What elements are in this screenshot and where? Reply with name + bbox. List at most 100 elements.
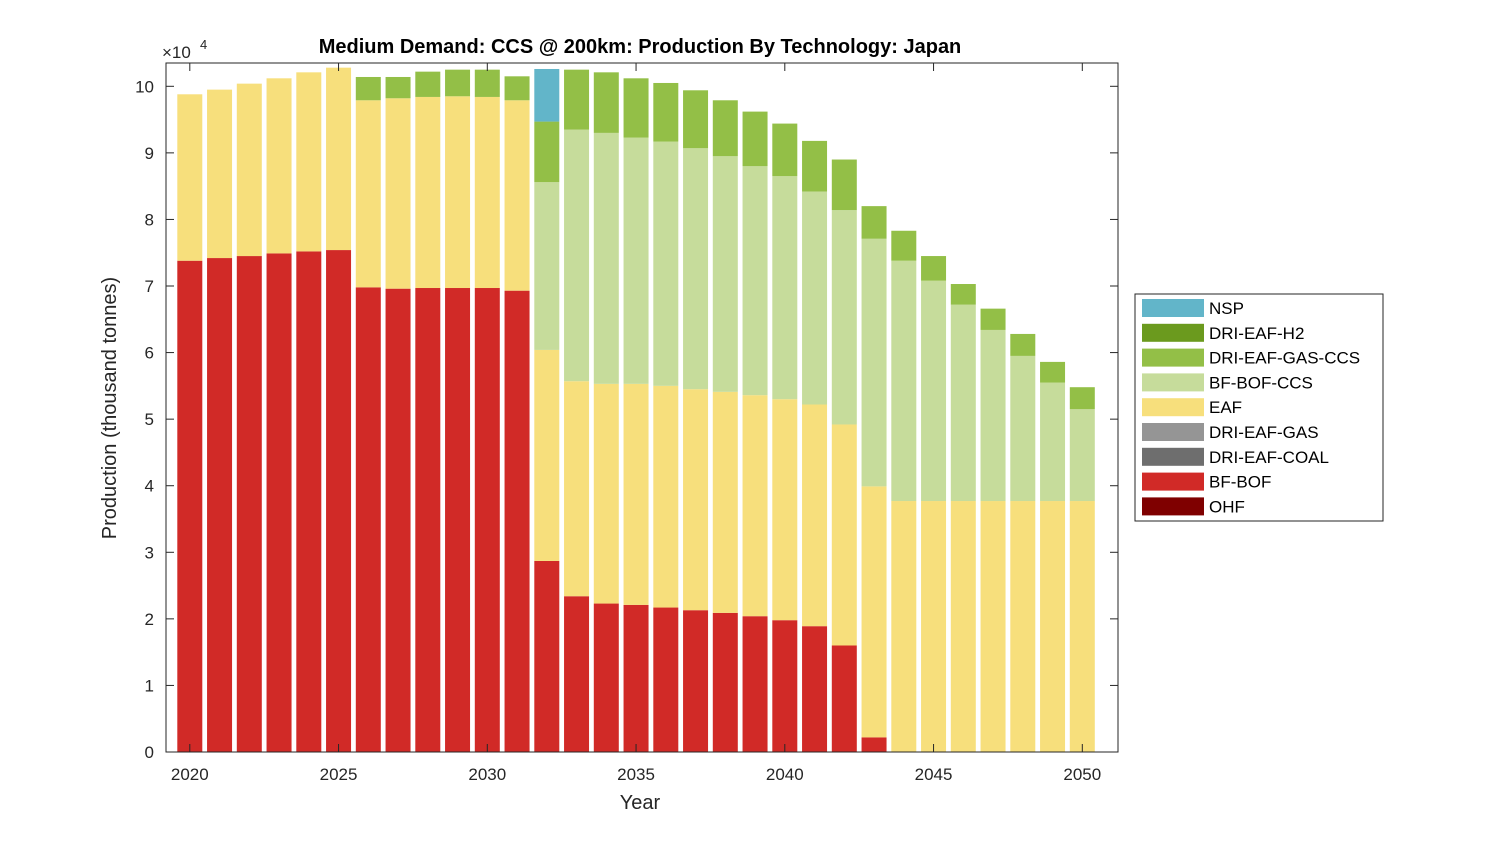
legend-swatch-nsp	[1142, 299, 1204, 317]
bar-dri-eaf-gas-ccs-2043	[861, 206, 887, 239]
bar-dri-eaf-gas-ccs-2037	[683, 90, 709, 149]
bar-bf-bof-ccs-2037	[683, 148, 709, 390]
legend-label-eaf: EAF	[1209, 398, 1242, 417]
bar-eaf-2024	[296, 72, 322, 252]
bar-bf-bof-ccs-2043	[861, 238, 887, 487]
legend-label-dri-eaf-coal: DRI-EAF-COAL	[1209, 448, 1329, 467]
legend-label-dri-eaf-gas: DRI-EAF-GAS	[1209, 423, 1319, 442]
bar-eaf-2038	[712, 391, 738, 613]
bar-dri-eaf-gas-ccs-2032	[534, 121, 560, 183]
bar-eaf-2049	[1040, 501, 1066, 752]
bar-eaf-2027	[385, 98, 411, 289]
legend-swatch-bf-bof-ccs	[1142, 373, 1204, 392]
bar-eaf-2046	[950, 501, 976, 752]
bar-eaf-2030	[474, 96, 500, 289]
axis-ticks	[166, 63, 1118, 753]
bar-bf-bof-2034	[593, 603, 619, 752]
y-tick-label: 8	[145, 210, 154, 229]
bar-eaf-2033	[564, 381, 590, 597]
bar-bf-bof-ccs-2044	[891, 260, 917, 502]
y-tick-label: 4	[145, 477, 154, 496]
bar-eaf-2029	[445, 96, 471, 289]
bar-eaf-2045	[921, 501, 947, 752]
y-exponent-base: ×10	[162, 43, 191, 62]
bar-bf-bof-2023	[266, 253, 292, 752]
legend-swatch-dri-eaf-coal	[1142, 447, 1204, 466]
bar-dri-eaf-gas-ccs-2049	[1040, 361, 1066, 383]
bar-bf-bof-2035	[623, 604, 649, 752]
bar-eaf-2036	[653, 385, 679, 608]
x-tick-labels: 2020 2025 2030 2035 2040 2045 2050	[171, 765, 1101, 784]
y-tick-label: 0	[145, 743, 154, 762]
bar-bf-bof-2022	[236, 256, 262, 752]
bar-eaf-2023	[266, 78, 292, 254]
bar-eaf-2047	[980, 501, 1006, 752]
y-tick-label: 3	[145, 543, 154, 562]
bar-bf-bof-2021	[207, 258, 233, 752]
x-axis-label: Year	[620, 792, 661, 814]
bar-dri-eaf-gas-ccs-2050	[1069, 387, 1095, 410]
legend-swatch-dri-eaf-gas-ccs	[1142, 348, 1204, 367]
bar-bf-bof-ccs-2049	[1040, 382, 1066, 502]
legend-swatch-dri-eaf-h2	[1142, 323, 1204, 342]
bar-dri-eaf-gas-ccs-2040	[772, 123, 798, 177]
bar-eaf-2028	[415, 96, 441, 289]
x-tick-label: 2025	[320, 765, 358, 784]
bar-eaf-2031	[504, 100, 530, 291]
bar-dri-eaf-gas-ccs-2045	[921, 256, 947, 281]
bar-eaf-2040	[772, 399, 798, 621]
bar-bf-bof-ccs-2033	[564, 129, 590, 382]
bar-bf-bof-2024	[296, 251, 322, 752]
bar-dri-eaf-gas-ccs-2041	[802, 140, 828, 192]
bar-eaf-2037	[683, 389, 709, 611]
y-tick-label: 7	[145, 277, 154, 296]
bar-bf-bof-2025	[326, 250, 352, 752]
bar-dri-eaf-gas-ccs-2048	[1010, 333, 1036, 356]
y-tick-label: 9	[145, 144, 154, 163]
legend-label-ohf: OHF	[1209, 497, 1245, 516]
bar-dri-eaf-gas-ccs-2038	[712, 100, 738, 157]
bar-dri-eaf-gas-ccs-2036	[653, 82, 679, 142]
bars-group	[177, 67, 1095, 752]
bar-bf-bof-2026	[355, 287, 381, 752]
x-tick-label: 2035	[617, 765, 655, 784]
bar-bf-bof-2037	[683, 610, 709, 752]
bar-eaf-2025	[326, 67, 352, 251]
y-tick-labels: 0 1 2 3 4 5 6 7 8 9 10	[135, 77, 154, 762]
bar-bf-bof-2042	[831, 645, 857, 752]
bar-dri-eaf-gas-ccs-2039	[742, 111, 768, 167]
bar-bf-bof-2028	[415, 288, 441, 752]
y-tick-label: 6	[145, 344, 154, 363]
bar-eaf-2035	[623, 383, 649, 605]
y-exponent-power: 4	[200, 37, 207, 52]
legend-swatch-dri-eaf-gas	[1142, 423, 1204, 441]
bar-bf-bof-2033	[564, 596, 590, 752]
bar-bf-bof-2020	[177, 260, 203, 752]
bar-eaf-2020	[177, 94, 203, 261]
bar-dri-eaf-gas-ccs-2031	[504, 76, 530, 101]
bar-bf-bof-2036	[653, 607, 679, 752]
bar-bf-bof-ccs-2045	[921, 280, 947, 502]
legend-swatch-bf-bof	[1142, 472, 1204, 491]
bar-dri-eaf-gas-ccs-2047	[980, 308, 1006, 330]
bar-bf-bof-2043	[861, 737, 887, 752]
bar-bf-bof-ccs-2042	[831, 210, 857, 425]
bar-eaf-2050	[1069, 501, 1095, 752]
bar-bf-bof-2029	[445, 288, 471, 752]
bar-dri-eaf-gas-ccs-2026	[355, 76, 381, 101]
legend-label-dri-eaf-gas-ccs: DRI-EAF-GAS-CCS	[1209, 349, 1360, 368]
bar-bf-bof-ccs-2047	[980, 329, 1006, 502]
bar-bf-bof-ccs-2050	[1069, 409, 1095, 502]
legend-swatch-ohf	[1142, 497, 1204, 516]
chart-title: Medium Demand: CCS @ 200km: Production B…	[319, 36, 962, 58]
bar-dri-eaf-gas-ccs-2035	[623, 78, 649, 138]
legend-label-bf-bof-ccs: BF-BOF-CCS	[1209, 373, 1313, 392]
legend-label-bf-bof: BF-BOF	[1209, 473, 1271, 492]
bar-bf-bof-2038	[712, 612, 738, 752]
bar-dri-eaf-gas-ccs-2044	[891, 230, 917, 261]
x-tick-label: 2030	[468, 765, 506, 784]
bar-eaf-2026	[355, 100, 381, 288]
bar-bf-bof-ccs-2038	[712, 156, 738, 392]
y-tick-label: 5	[145, 410, 154, 429]
